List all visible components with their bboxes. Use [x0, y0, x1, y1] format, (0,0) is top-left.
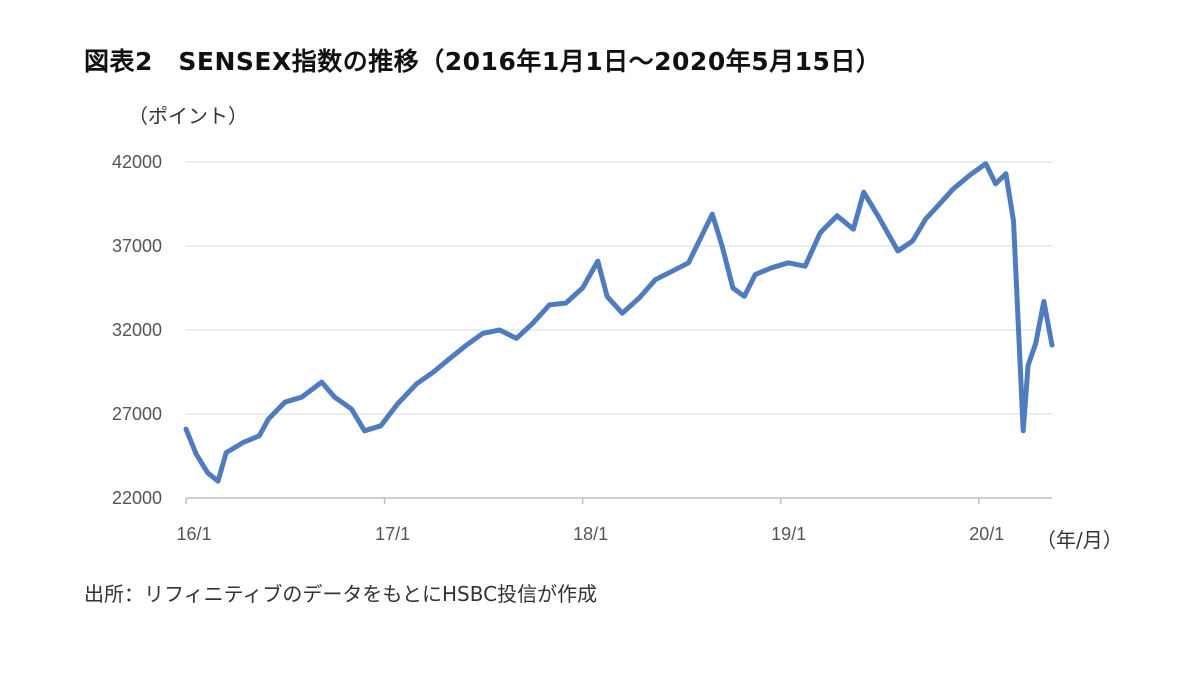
x-tick-label: 16/1: [176, 524, 211, 544]
y-tick-label: 42000: [112, 152, 162, 172]
source-note: 出所：リフィニティブのデータをもとにHSBC投信が作成: [84, 582, 598, 606]
y-tick-label: 37000: [112, 236, 162, 256]
x-axis-unit-label: （年/月）: [1036, 528, 1123, 552]
y-axis-ticks: 22000 27000 32000 37000 42000: [112, 152, 162, 508]
y-axis-unit-label: （ポイント）: [128, 104, 248, 128]
x-tick-label: 18/1: [573, 524, 608, 544]
x-axis-ticks: 16/1 17/1 18/1 19/1 20/1: [176, 498, 1004, 544]
x-tick-label: 19/1: [771, 524, 806, 544]
y-tick-label: 32000: [112, 320, 162, 340]
y-tick-label: 27000: [112, 404, 162, 424]
grid-lines: [186, 161, 1052, 415]
x-tick-label: 17/1: [375, 524, 410, 544]
chart-title: 図表2 SENSEX指数の推移（2016年1月1日～2020年5月15日）: [84, 47, 882, 76]
y-tick-label: 22000: [112, 488, 162, 508]
x-tick-label: 20/1: [969, 524, 1004, 544]
series-line-sensex: [183, 161, 1055, 484]
